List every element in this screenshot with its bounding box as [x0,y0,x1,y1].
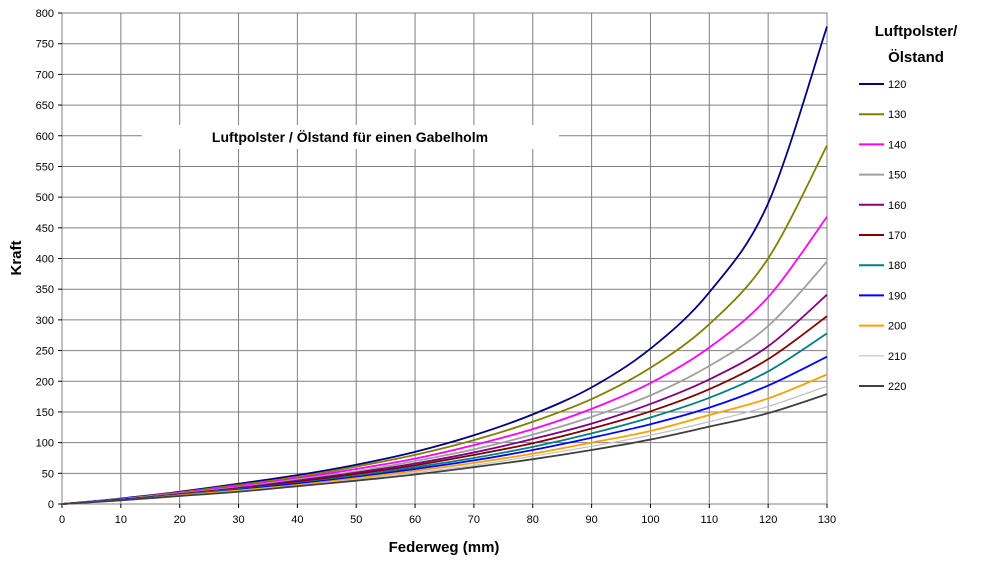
x-tick-label: 70 [468,514,480,526]
y-tick-label: 400 [36,254,54,266]
y-tick-label: 50 [42,468,54,480]
legend-label-180: 180 [888,260,906,272]
legend-label-220: 220 [888,381,906,393]
x-tick-label: 130 [818,514,836,526]
y-tick-label: 600 [36,131,54,143]
y-tick-label: 750 [36,39,54,51]
legend-title-line-2: Ölstand [888,49,944,66]
x-tick-label: 50 [350,514,362,526]
x-tick-label: 30 [232,514,244,526]
x-axis-title: Federweg (mm) [389,539,500,556]
legend-label-190: 190 [888,290,906,302]
x-tick-label: 0 [59,514,65,526]
legend-label-140: 140 [888,139,906,151]
series-lines [61,26,828,505]
series-line-220 [61,393,828,505]
legend-label-130: 130 [888,109,906,121]
legend: 120 130 140 150 160 170 180 190 200 210 220 [859,79,906,393]
x-tick-label: 100 [641,514,659,526]
x-tick-label: 40 [291,514,303,526]
legend-label-150: 150 [888,170,906,182]
legend-label-210: 210 [888,351,906,363]
y-axis-ticks: 0 50 100 150 200 250 300 350 400 450 500 550 600 650 7… [36,8,62,511]
y-tick-label: 350 [36,284,54,296]
legend-label-170: 170 [888,230,906,242]
y-tick-label: 100 [36,438,54,450]
x-tick-label: 60 [409,514,421,526]
x-tick-label: 90 [585,514,597,526]
y-tick-label: 500 [36,192,54,204]
x-tick-label: 120 [759,514,777,526]
x-tick-label: 10 [115,514,127,526]
y-tick-label: 550 [36,161,54,173]
legend-label-160: 160 [888,200,906,212]
x-tick-label: 80 [527,514,539,526]
y-tick-label: 0 [48,499,54,511]
y-tick-label: 650 [36,100,54,112]
legend-label-200: 200 [888,321,906,333]
y-tick-label: 450 [36,223,54,235]
x-tick-label: 20 [174,514,186,526]
y-tick-label: 700 [36,69,54,81]
chart-title-background [142,125,559,149]
x-axis-ticks: 0 10 20 30 40 50 60 70 80 90 100 110 120 130 [59,504,836,526]
y-tick-label: 150 [36,407,54,419]
y-tick-label: 200 [36,376,54,388]
y-tick-label: 800 [36,8,54,20]
y-axis-title: Kraft [8,240,25,275]
y-tick-label: 300 [36,315,54,327]
legend-title-line-1: Luftpolster/ [875,23,958,40]
x-tick-label: 110 [701,514,719,526]
legend-label-120: 120 [888,79,906,91]
chart-title: Luftpolster / Ölstand für einen Gabelhol… [212,129,488,145]
y-tick-label: 250 [36,346,54,358]
